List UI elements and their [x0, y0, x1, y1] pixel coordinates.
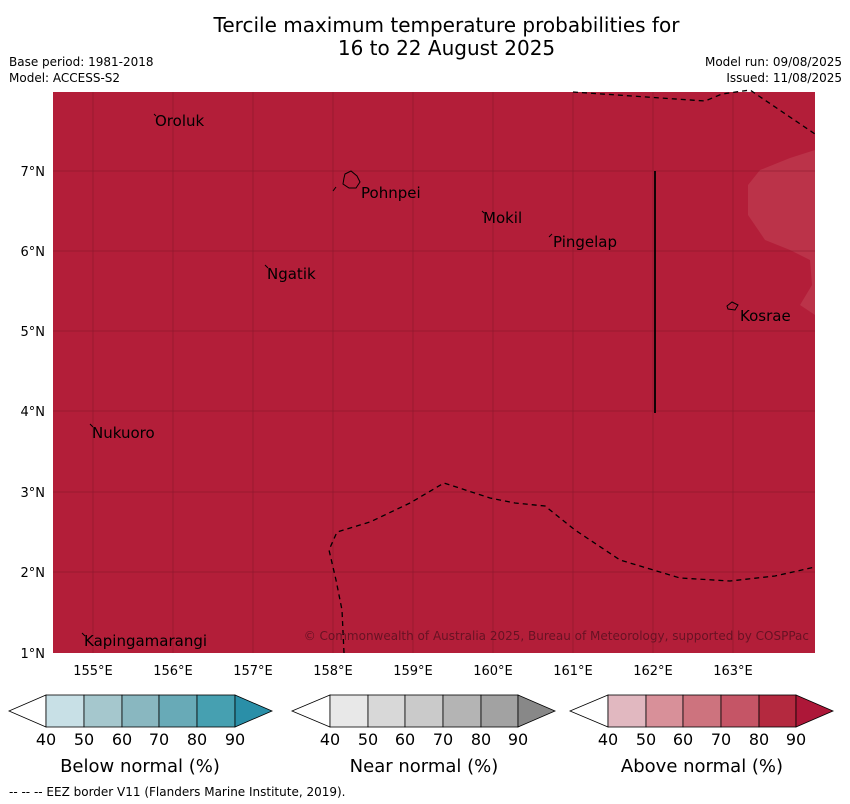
legend-label-below: Below normal (%)	[60, 756, 220, 777]
colorbar-segment	[329, 694, 369, 728]
place-kosrae: Kosrae	[740, 307, 791, 325]
lon-tick-label: 163°E	[713, 664, 753, 679]
latitude-labels: 7°N 6°N 5°N 4°N 3°N 2°N 1°N	[21, 165, 46, 662]
model-name: Model: ACCESS-S2	[9, 71, 121, 85]
place-pingelap: Pingelap	[553, 233, 617, 251]
place-pohnpei: Pohnpei	[361, 184, 421, 202]
legend-tick: 50	[636, 730, 656, 749]
legend-tick: 70	[711, 730, 731, 749]
island-outlines	[81, 113, 739, 637]
model-run: Model run: 09/08/2025	[704, 55, 842, 69]
gridlines	[53, 92, 815, 653]
lat-tick-label: 2°N	[21, 566, 46, 581]
colorbar-arrow-right	[795, 694, 835, 728]
legend-below-normal: 40 50 60 70 80 90 Below normal (%)	[7, 694, 274, 777]
place-ngatik: Ngatik	[267, 265, 316, 283]
place-mokil: Mokil	[483, 209, 522, 227]
legend-tick: 90	[225, 730, 245, 749]
lon-tick-label: 157°E	[233, 664, 273, 679]
lon-tick-label: 162°E	[633, 664, 673, 679]
legend-tick: 40	[320, 730, 340, 749]
lon-tick-label: 158°E	[313, 664, 353, 679]
lighter-probability-area	[748, 150, 815, 315]
legend-tick: 60	[112, 730, 132, 749]
colorbar-segment	[442, 694, 482, 728]
colorbar-segment	[367, 694, 406, 728]
legend-label-above: Above normal (%)	[621, 756, 783, 777]
colorbar-arrow-left	[568, 694, 609, 728]
meta-left: Base period: 1981-2018 Model: ACCESS-S2	[9, 54, 154, 86]
legend-label-near: Near normal (%)	[350, 756, 499, 777]
lon-tick-label: 156°E	[153, 664, 193, 679]
legend-tick: 80	[187, 730, 207, 749]
colorbar-segment	[758, 694, 797, 728]
colorbar-segment	[45, 694, 85, 728]
legend-tick: 50	[74, 730, 94, 749]
longitude-labels: 155°E 156°E 157°E 158°E 159°E 160°E 161°…	[73, 664, 753, 679]
lat-tick-label: 1°N	[21, 647, 46, 662]
lat-tick-label: 5°N	[21, 325, 46, 340]
place-kapingamarangi: Kapingamarangi	[84, 632, 207, 650]
legend-tick: 70	[149, 730, 169, 749]
legend-tick: 90	[786, 730, 806, 749]
colorbar-arrow-left	[7, 694, 47, 728]
place-oroluk: Oroluk	[155, 112, 204, 130]
colorbar-segment	[645, 694, 684, 728]
lat-tick-label: 6°N	[21, 245, 46, 260]
colorbar-segment	[404, 694, 444, 728]
lat-tick-label: 4°N	[21, 405, 46, 420]
lon-tick-label: 155°E	[73, 664, 113, 679]
meta-right: Model run: 09/08/2025 Issued: 11/08/2025	[705, 54, 842, 86]
colorbar-arrow-right	[234, 694, 274, 728]
legend-tick: 70	[433, 730, 453, 749]
lat-tick-label: 7°N	[21, 165, 46, 180]
legend-tick: 60	[673, 730, 693, 749]
colorbar-segment	[158, 694, 198, 728]
lon-tick-label: 159°E	[393, 664, 433, 679]
colorbar-arrow-right	[517, 694, 557, 728]
colorbar-segment	[196, 694, 236, 728]
title-line-2: 16 to 22 August 2025	[337, 36, 556, 60]
legend-near-normal: 40 50 60 70 80 90 Near normal (%)	[290, 694, 557, 777]
legend-tick: 80	[471, 730, 491, 749]
colorbar-arrow-left	[290, 694, 331, 728]
legend-tick: 40	[598, 730, 618, 749]
map-background	[53, 92, 815, 653]
legend-above-normal: 40 50 60 70 80 90 Above normal (%)	[568, 694, 835, 777]
legend-tick: 50	[358, 730, 378, 749]
title-line-1: Tercile maximum temperature probabilitie…	[213, 13, 680, 37]
colorbar-segment	[720, 694, 760, 728]
lat-tick-label: 3°N	[21, 486, 46, 501]
colorbar-segment	[682, 694, 722, 728]
legend-tick: 80	[749, 730, 769, 749]
legend-tick: 60	[395, 730, 415, 749]
colorbar-segment	[121, 694, 160, 728]
base-period: Base period: 1981-2018	[9, 55, 154, 69]
lon-tick-label: 160°E	[473, 664, 513, 679]
issued-date: Issued: 11/08/2025	[726, 71, 842, 85]
colorbar-segment	[607, 694, 647, 728]
colorbar-segment	[83, 694, 123, 728]
legend-tick: 90	[508, 730, 528, 749]
colorbar-segment	[480, 694, 519, 728]
lon-tick-label: 161°E	[553, 664, 593, 679]
legend-tick: 40	[36, 730, 56, 749]
eez-borders	[328, 89, 816, 654]
copyright-notice: © Commonwealth of Australia 2025, Bureau…	[304, 629, 809, 643]
place-nukuoro: Nukuoro	[92, 424, 155, 442]
map-title: Tercile maximum temperature probabilitie…	[0, 14, 850, 60]
map-panel: Oroluk Pohnpei Mokil Pingelap Ngatik Kos…	[53, 89, 816, 654]
eez-footnote: -- -- -- EEZ border V11 (Flanders Marine…	[9, 785, 346, 799]
